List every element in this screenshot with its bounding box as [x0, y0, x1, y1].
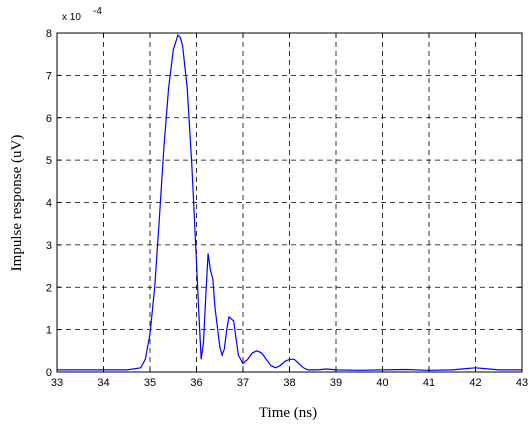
- y-tick-label: 5: [46, 155, 52, 167]
- y-tick-label: 6: [46, 113, 52, 125]
- y-tick-label: 4: [46, 198, 52, 210]
- x-tick-label: 39: [330, 377, 342, 389]
- y-tick-label: 0: [46, 367, 52, 379]
- x-tick-labels: 33 34 35 36 37 38 39 40 41 42 43: [51, 377, 528, 389]
- x-tick-label: 38: [283, 377, 295, 389]
- y-axis-title: Impulse response (uV): [9, 135, 25, 272]
- x-tick-label: 33: [51, 377, 63, 389]
- y-tick-label: 3: [46, 240, 52, 252]
- y-scale-exponent: -4: [93, 6, 102, 17]
- x-tick-label: 42: [469, 377, 481, 389]
- x-axis-title: Time (ns): [259, 405, 317, 421]
- y-tick-labels: 0 1 2 3 4 5 6 7 8: [46, 28, 52, 379]
- y-tick-label: 2: [46, 282, 52, 294]
- x-tick-label: 40: [376, 377, 388, 389]
- x-tick-label: 37: [237, 377, 249, 389]
- x-tick-label: 41: [423, 377, 435, 389]
- y-tick-label: 8: [46, 28, 52, 40]
- y-tick-label: 7: [46, 70, 52, 82]
- x-tick-label: 36: [190, 377, 202, 389]
- x-tick-label: 43: [516, 377, 528, 389]
- y-scale-multiplier: x 10: [62, 12, 81, 23]
- x-tick-label: 34: [97, 377, 109, 389]
- y-tick-label: 1: [46, 325, 52, 337]
- x-tick-label: 35: [144, 377, 156, 389]
